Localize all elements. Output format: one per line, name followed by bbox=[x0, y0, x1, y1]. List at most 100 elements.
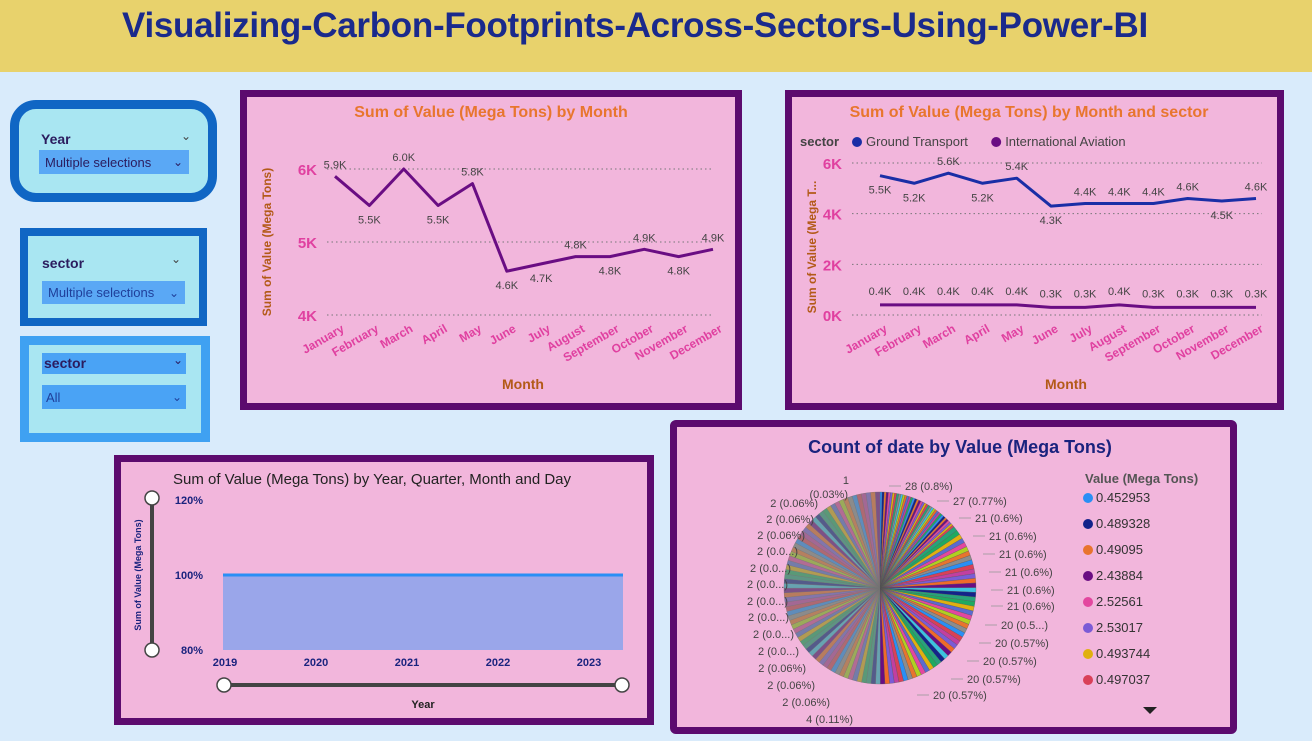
data-label: 20 (0.57%) bbox=[967, 674, 1021, 686]
pie-chart-panel: Count of date by Value (Mega Tons) 28 (0.… bbox=[670, 420, 1237, 734]
legend-label: 0.489328 bbox=[1096, 516, 1150, 531]
legend-label: 2.43884 bbox=[1096, 568, 1143, 583]
legend-label: 0.452953 bbox=[1096, 490, 1150, 505]
x-range-slider-handle bbox=[614, 677, 630, 693]
legend-marker bbox=[1083, 675, 1093, 685]
data-label: 2 (0.06%) bbox=[758, 663, 806, 675]
year-dropdown[interactable]: Multiple selections ⌄ bbox=[39, 150, 189, 174]
y-tick-label: 120% bbox=[175, 495, 203, 507]
legend-marker bbox=[1083, 545, 1093, 555]
legend-title: Value (Mega Tons) bbox=[1085, 471, 1198, 486]
x-tick-label: March bbox=[378, 321, 416, 351]
y-range-slider-handle bbox=[144, 642, 160, 658]
y-tick-label: 5K bbox=[298, 235, 317, 252]
year-slicer-title: Year bbox=[41, 131, 71, 147]
data-label: 2 (0.0...) bbox=[747, 579, 788, 591]
chevron-down-icon[interactable]: ⌄ bbox=[181, 129, 192, 143]
data-label: 20 (0.57%) bbox=[933, 690, 987, 702]
x-axis-label: Month bbox=[502, 376, 544, 392]
x-tick-label: May bbox=[999, 321, 1026, 345]
month-line-chart: Sum of Value (Mega Tons) by Month 4K 5K 6K S… bbox=[260, 104, 725, 392]
data-label: 4.3K bbox=[1040, 215, 1063, 227]
y-tick-label: 0K bbox=[823, 308, 842, 325]
data-label: 4.4K bbox=[1074, 187, 1097, 199]
y-range-slider-handle bbox=[144, 490, 160, 506]
chevron-down-icon: ⌄ bbox=[172, 155, 183, 169]
y-tick-label: 80% bbox=[181, 645, 203, 657]
y-axis-label: Sum of Value (Mega Tons) bbox=[260, 168, 274, 316]
data-label: 0.4K bbox=[937, 286, 960, 298]
x-tick-label: 2020 bbox=[304, 657, 328, 669]
data-label: 2 (0.0...) bbox=[750, 563, 791, 575]
x-tick-label: April bbox=[961, 321, 992, 347]
chevron-down-icon[interactable]: ⌄ bbox=[171, 252, 182, 266]
sector-dropdown-value: Multiple selections bbox=[48, 285, 155, 300]
data-label: 4.4K bbox=[1108, 187, 1131, 199]
data-label: 21 (0.6%) bbox=[975, 513, 1023, 525]
data-label: 2 (0.06%) bbox=[767, 680, 815, 692]
chart-title: Sum of Value (Mega Tons) by Year, Quarte… bbox=[173, 471, 572, 488]
legend-marker bbox=[1083, 519, 1093, 529]
data-label: 0.3K bbox=[1074, 288, 1097, 300]
pie-dense-region bbox=[784, 492, 880, 684]
data-label: 5.2K bbox=[971, 192, 994, 204]
x-tick-label: 2019 bbox=[213, 657, 237, 669]
data-label: 1 bbox=[843, 475, 849, 487]
x-tick-label: 2021 bbox=[395, 657, 419, 669]
legend-label: 2.53017 bbox=[1096, 620, 1143, 635]
x-axis-label: Month bbox=[1045, 376, 1087, 392]
data-label: 2 (0.0...) bbox=[758, 646, 799, 658]
legend-marker bbox=[852, 137, 862, 147]
year-area-chart-panel: Sum of Value (Mega Tons) by Year, Quarte… bbox=[114, 455, 654, 725]
data-label: 5.5K bbox=[358, 215, 381, 227]
legend-marker bbox=[1083, 571, 1093, 581]
data-label: 2 (0.06%) bbox=[766, 514, 814, 526]
data-label: (0.03%) bbox=[809, 489, 848, 501]
header-banner: Visualizing-Carbon-Footprints-Across-Sec… bbox=[0, 0, 1312, 72]
area-fill bbox=[223, 575, 623, 650]
sector-all-dropdown[interactable]: All ⌄ bbox=[42, 385, 186, 409]
data-label: 5.4K bbox=[1005, 161, 1028, 173]
series-line bbox=[879, 171, 1257, 208]
data-label: 27 (0.77%) bbox=[953, 496, 1007, 508]
y-tick-label: 2K bbox=[823, 257, 842, 274]
chevron-down-icon: ⌄ bbox=[171, 390, 182, 404]
data-label: 2 (0.0...) bbox=[757, 546, 798, 558]
data-label: 0.3K bbox=[1210, 288, 1233, 300]
chart-title: Count of date by Value (Mega Tons) bbox=[808, 437, 1112, 457]
data-label: 5.6K bbox=[937, 156, 960, 168]
data-label: 0.4K bbox=[1108, 286, 1131, 298]
x-range-slider-handle bbox=[216, 677, 232, 693]
y-tick-label: 4K bbox=[298, 308, 317, 325]
x-tick-label: April bbox=[419, 321, 450, 347]
data-label: 5.5K bbox=[869, 185, 892, 197]
data-label: 6.0K bbox=[392, 152, 415, 164]
legend-marker bbox=[1083, 597, 1093, 607]
y-tick-label: 4K bbox=[823, 207, 842, 224]
data-label: 2 (0.06%) bbox=[770, 498, 818, 510]
data-label: 20 (0.57%) bbox=[995, 638, 1049, 650]
sector-dropdown[interactable]: Multiple selections ⌄ bbox=[42, 281, 185, 304]
legend-title: sector bbox=[800, 134, 839, 149]
x-tick-label: June bbox=[1029, 321, 1061, 347]
legend-marker bbox=[1083, 649, 1093, 659]
year-slicer[interactable]: Year ⌄ Multiple selections ⌄ bbox=[10, 100, 217, 202]
value-pie-chart: Count of date by Value (Mega Tons) 28 (0.… bbox=[747, 437, 1198, 726]
data-label: 0.3K bbox=[1245, 288, 1268, 300]
legend-label: 0.497037 bbox=[1096, 672, 1150, 687]
data-label: 21 (0.6%) bbox=[989, 531, 1037, 543]
sector-slicer-all[interactable]: sector ⌄ All ⌄ bbox=[20, 336, 210, 442]
y-tick-label: 6K bbox=[823, 156, 842, 173]
data-label: 4.4K bbox=[1142, 187, 1165, 199]
series-line bbox=[334, 167, 714, 273]
series-line bbox=[880, 303, 1256, 309]
x-axis-label: Year bbox=[411, 699, 435, 711]
chevron-down-icon: ⌄ bbox=[168, 285, 179, 300]
data-label: 5.5K bbox=[427, 215, 450, 227]
data-label: 4.9K bbox=[702, 232, 725, 244]
data-label: 5.8K bbox=[461, 167, 484, 179]
sector-slicer[interactable]: sector ⌄ Multiple selections ⌄ bbox=[20, 228, 207, 326]
data-label: 28 (0.8%) bbox=[905, 481, 953, 493]
chevron-down-icon[interactable]: ⌄ bbox=[173, 353, 184, 367]
month-sector-line-chart-panel: Sum of Value (Mega Tons) by Month and se… bbox=[785, 90, 1284, 410]
